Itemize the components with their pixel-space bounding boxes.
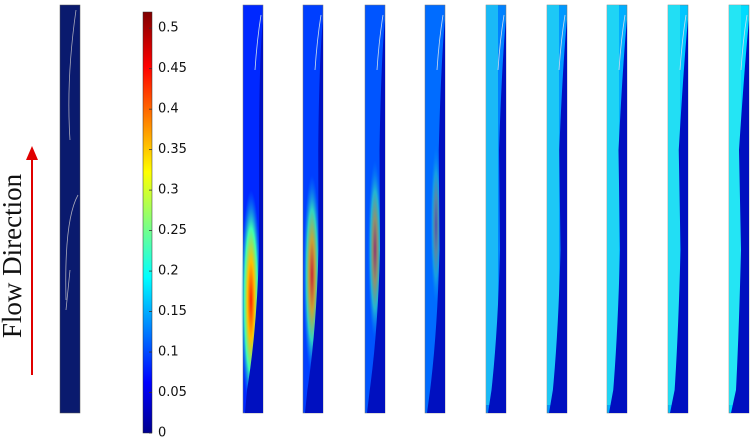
dark-region [670, 20, 688, 413]
dark-region [367, 20, 385, 413]
tick-label: 0.05 [158, 385, 187, 400]
tick-label: 0.3 [158, 183, 179, 198]
hot-region [430, 145, 442, 305]
panel [241, 4, 264, 414]
colorbar [142, 11, 153, 434]
interface-line [618, 14, 626, 71]
axis-label: Flow Direction [0, 173, 27, 338]
panel [364, 4, 386, 414]
interface-line [376, 14, 384, 71]
dark-region [488, 20, 506, 413]
panel [485, 4, 507, 414]
tick-label: 0.5 [158, 21, 179, 36]
tick-label: 0.25 [158, 223, 187, 238]
panel [667, 4, 689, 414]
dark-region [549, 20, 567, 413]
cyan-region [668, 5, 680, 405]
flow-arrow [26, 146, 38, 375]
tick-label: 0.2 [158, 264, 179, 279]
interface-line [436, 14, 444, 71]
interface-line [740, 14, 748, 71]
panels [241, 4, 750, 414]
interface-line [558, 14, 566, 71]
panel [302, 4, 324, 414]
cyan-region [607, 5, 619, 405]
dark-region [245, 20, 263, 413]
panel [606, 4, 628, 414]
initial-panel [59, 4, 81, 414]
interface-line [497, 14, 505, 71]
tick-label: 0.45 [158, 61, 187, 76]
tick-label: 0.1 [158, 345, 179, 360]
tick-label: 0 [158, 426, 166, 441]
panel [424, 4, 446, 414]
cyan-region [547, 5, 559, 405]
cyan-region [486, 5, 498, 405]
tick-label: 0.4 [158, 102, 179, 117]
interface-line [65, 9, 79, 311]
interface-line [254, 14, 262, 71]
dark-region [731, 20, 749, 413]
dark-region [305, 20, 323, 413]
cyan-region [729, 5, 741, 405]
interface-line [679, 14, 687, 71]
panel [728, 4, 750, 414]
dark-region [427, 20, 445, 413]
dark-region [609, 20, 627, 413]
tick-label: 0.35 [158, 142, 187, 157]
tick-label: 0.15 [158, 304, 187, 319]
colorbar-ticks: 0 0.05 0.1 0.15 0.2 0.25 0.3 0.35 0.4 0.45 0.5 [149, 21, 187, 441]
interface-line [314, 14, 322, 71]
panel [546, 4, 568, 414]
